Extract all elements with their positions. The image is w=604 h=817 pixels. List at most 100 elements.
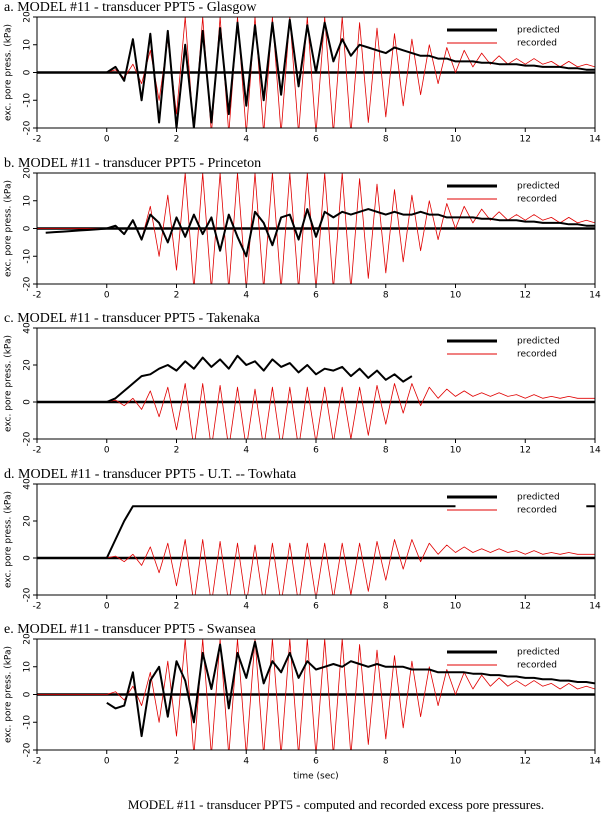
plot-area [37,173,595,284]
x-tick-label: 10 [450,757,462,767]
plot-frame [36,172,596,285]
y-tick-label: 0 [23,399,33,405]
plot-frame [36,16,596,129]
x-tick-label: -2 [33,602,42,612]
x-tick-label: 0 [104,291,110,301]
x-tick-label: 14 [589,135,601,145]
x-tick-label: 12 [520,291,531,301]
x-tick-label: 14 [589,446,601,456]
panel: d. MODEL #11 - transducer PPT5 - U.T. --… [4,467,601,611]
x-tick-label: 4 [243,135,249,145]
x-tick-label: 8 [383,291,389,301]
x-tick-label: 0 [104,446,110,456]
y-axis-label: exc. pore press. (kPa) [4,646,14,743]
x-axis-label: time (sec) [293,772,338,782]
plot-area [37,354,595,439]
y-tick-label: -10 [23,249,33,264]
x-tick-label: 0 [104,135,110,145]
series-line [37,18,595,128]
y-tick-label: 10 [23,39,33,51]
x-tick-label: 6 [313,757,319,767]
y-tick-label: -20 [23,587,33,602]
y-axis-label: exc. pore press. (kPa) [4,491,14,588]
x-tick-label: 0 [104,757,110,767]
plot-frame [36,638,596,751]
y-tick-label: 40 [23,478,33,490]
panel-title: b. MODEL #11 - transducer PPT5 - Princet… [4,156,261,171]
x-tick-label: 14 [589,291,601,301]
x-tick-label: -2 [33,757,42,767]
x-tick-label: 2 [174,602,180,612]
x-tick-label: 10 [450,291,462,301]
legend-label: predicted [517,337,560,347]
x-tick-label: -2 [33,446,42,456]
x-tick-label: 6 [313,602,319,612]
panel: a. MODEL #11 - transducer PPT5 - Glasgow… [4,0,601,144]
y-axis-label: exc. pore press. (kPa) [4,24,14,121]
x-tick-label: 8 [383,602,389,612]
x-tick-label: 6 [313,135,319,145]
legend-label: recorded [517,195,557,205]
plot-frame [36,483,596,596]
x-tick-label: 12 [520,602,531,612]
legend-label: recorded [517,506,557,516]
x-tick-label: 14 [589,757,601,767]
y-tick-label: 20 [23,359,33,371]
x-tick-label: 2 [174,291,180,301]
plot-area [37,505,595,595]
x-tick-label: -2 [33,291,42,301]
plot-area [37,17,595,128]
y-tick-label: -20 [23,742,33,757]
y-tick-label: 20 [23,11,33,23]
x-tick-label: 0 [104,602,110,612]
series-line [37,354,413,403]
x-tick-label: 12 [520,757,531,767]
y-tick-label: -10 [23,93,33,108]
series-line [37,539,595,595]
legend-label: predicted [517,182,560,192]
legend-label: recorded [517,661,557,671]
y-tick-label: 0 [23,225,33,231]
x-tick-label: 2 [174,757,180,767]
y-tick-label: 0 [23,691,33,697]
x-tick-label: 14 [589,602,601,612]
series-line [45,208,595,258]
y-axis-label: exc. pore press. (kPa) [4,180,14,277]
y-tick-label: 20 [23,167,33,179]
series-line [37,639,595,750]
x-tick-label: 6 [313,291,319,301]
panel-title: c. MODEL #11 - transducer PPT5 - Takenak… [4,311,261,326]
x-tick-label: 2 [174,135,180,145]
y-tick-label: -20 [23,276,33,291]
x-tick-label: 8 [383,135,389,145]
series-line [37,505,595,559]
panel: b. MODEL #11 - transducer PPT5 - Princet… [4,156,601,300]
y-tick-label: 10 [23,195,33,207]
y-tick-label: 20 [23,515,33,527]
series-line [37,17,595,128]
series-line [106,640,595,738]
y-tick-label: -10 [23,715,33,730]
y-tick-label: -20 [23,431,33,446]
caption: MODEL #11 - transducer PPT5 - computed a… [128,797,544,812]
y-tick-label: 40 [23,322,33,334]
y-tick-label: 20 [23,633,33,645]
y-tick-label: 10 [23,661,33,673]
panel-title: a. MODEL #11 - transducer PPT5 - Glasgow [4,0,257,15]
x-tick-label: 12 [520,446,531,456]
plot-area [37,639,595,750]
panel: c. MODEL #11 - transducer PPT5 - Takenak… [4,311,601,455]
y-tick-label: 0 [23,555,33,561]
legend-label: recorded [517,39,557,49]
x-tick-label: 4 [243,291,249,301]
legend-label: predicted [517,648,560,658]
legend-label: predicted [517,26,560,36]
x-tick-label: 8 [383,446,389,456]
panel-title: d. MODEL #11 - transducer PPT5 - U.T. --… [4,467,297,482]
x-tick-label: 10 [450,602,462,612]
series-line [37,383,595,439]
x-tick-label: 4 [243,602,249,612]
legend-label: recorded [517,350,557,360]
x-tick-label: 4 [243,446,249,456]
